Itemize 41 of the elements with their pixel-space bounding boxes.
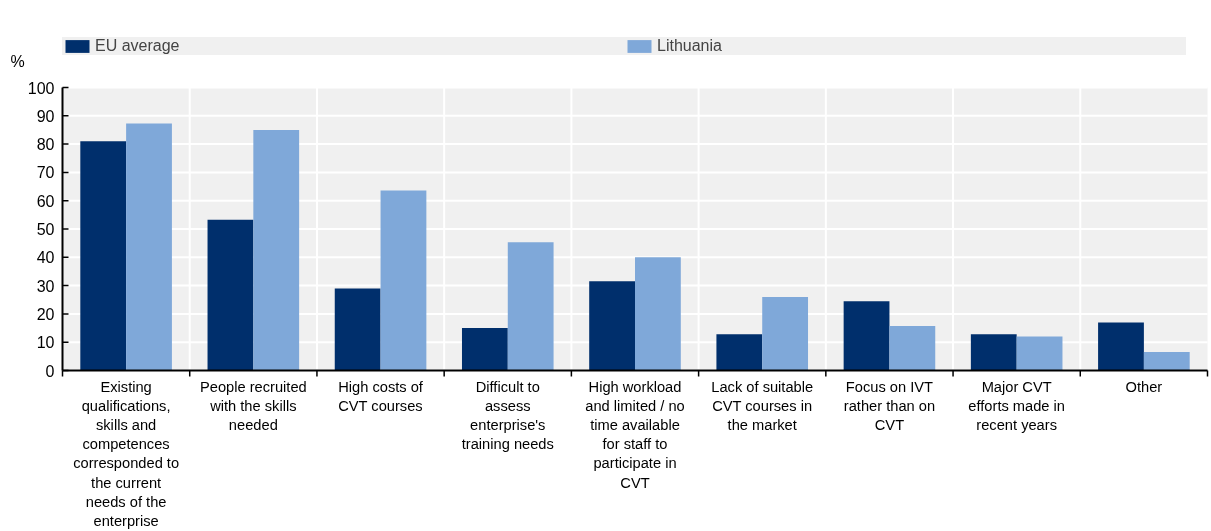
bar: [1098, 322, 1144, 371]
bar: [461, 328, 508, 371]
y-tick-label: 90: [36, 107, 55, 125]
bar: [207, 219, 254, 371]
bar: [762, 296, 809, 371]
y-tick-label: 0: [45, 362, 55, 380]
y-tick-label: 30: [36, 277, 55, 295]
bar: [635, 257, 681, 371]
bar: [589, 281, 635, 371]
bar: [889, 326, 936, 371]
y-tick-label: 20: [36, 305, 55, 323]
x-tick-label: Focus on IVT rather than on CVT: [843, 378, 936, 433]
bar: [1143, 352, 1190, 371]
bar: [970, 334, 1017, 371]
y-tick-label: 60: [36, 192, 55, 210]
x-tick-label: High workload and limited / no time available for staff to participate in CVT: [585, 378, 685, 491]
legend-label: Lithuania: [657, 37, 723, 55]
x-tick-label: Difficult to assess enterprise's training needs: [461, 378, 554, 453]
y-tick-label: 80: [36, 136, 55, 154]
x-tick-label: Existing qualifications, skills and competences corresponded to the current needs of the enterprise: [73, 378, 180, 529]
x-tick-label: Other: [1125, 378, 1163, 395]
bar: [843, 301, 890, 371]
bar: [1016, 336, 1063, 371]
x-tick-label: Major CVT efforts made in recent years: [968, 378, 1066, 433]
y-tick-label: 70: [36, 164, 55, 182]
bar: [253, 129, 300, 371]
legend-label: EU average: [95, 37, 181, 55]
y-tick-label: 40: [36, 249, 55, 267]
x-tick-label: People recruited with the skills needed: [199, 378, 307, 433]
bar: [126, 123, 172, 371]
bar: [80, 141, 127, 371]
x-tick-label: Lack of suitable CVT courses in the market: [711, 378, 814, 433]
x-tick-label: High costs of CVT courses: [338, 378, 424, 414]
bar: [380, 190, 427, 371]
bar: [507, 242, 554, 371]
y-tick-label: 10: [36, 334, 55, 352]
bar: [334, 288, 381, 371]
y-axis-title: %: [10, 52, 25, 70]
bar: [716, 334, 763, 371]
y-tick-label: 100: [27, 79, 55, 97]
y-tick-label: 50: [36, 221, 55, 238]
